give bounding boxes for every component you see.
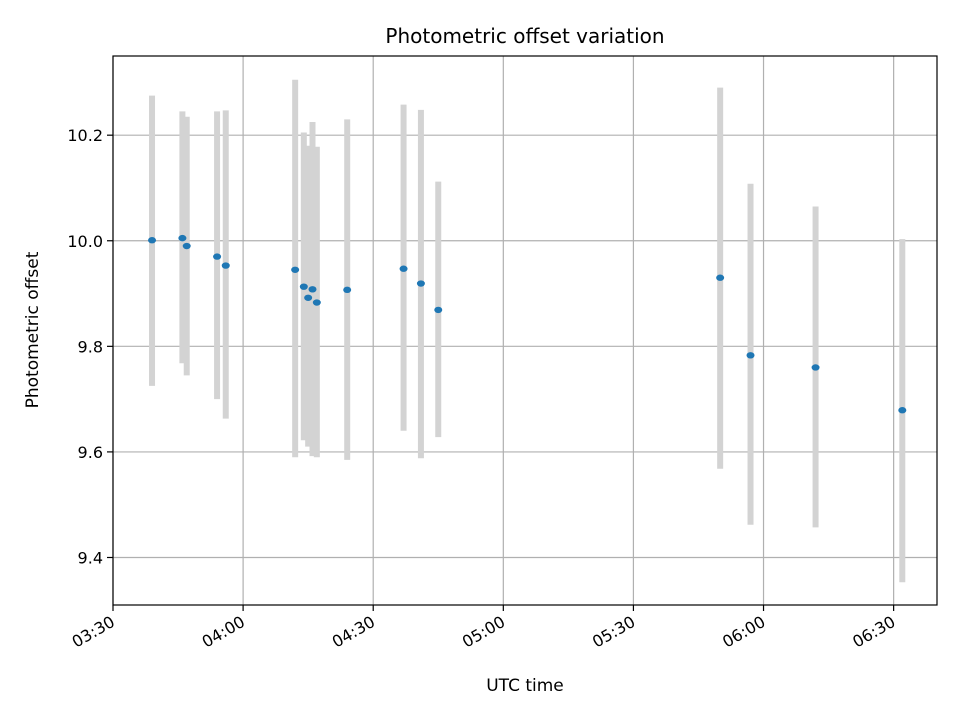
data-point bbox=[213, 253, 222, 260]
data-point bbox=[312, 299, 321, 306]
data-point bbox=[434, 306, 443, 314]
data-point bbox=[148, 237, 157, 244]
grid bbox=[112, 56, 937, 605]
data-point bbox=[416, 280, 425, 287]
data-points bbox=[148, 234, 907, 414]
y-tick-label: 10.0 bbox=[67, 232, 103, 251]
x-axis-label: UTC time bbox=[486, 676, 564, 696]
y-tick-label: 10.2 bbox=[67, 126, 103, 145]
y-axis-label: Photometric offset bbox=[23, 251, 43, 408]
data-point bbox=[308, 286, 317, 293]
chart-title: Photometric offset variation bbox=[385, 24, 664, 48]
data-point bbox=[304, 294, 313, 301]
data-point bbox=[291, 266, 300, 273]
y-tick-label: 9.4 bbox=[78, 548, 103, 567]
data-point bbox=[178, 234, 187, 242]
data-point bbox=[343, 286, 352, 294]
data-point bbox=[399, 265, 408, 272]
data-point bbox=[299, 283, 308, 290]
y-tick-label: 9.6 bbox=[78, 443, 103, 462]
plot-frame bbox=[112, 55, 938, 606]
y-axis-ticks: 9.4 9.6 9.8 10.0 10.2 bbox=[67, 126, 113, 567]
data-point bbox=[898, 407, 907, 414]
y-tick-label: 9.8 bbox=[78, 337, 103, 356]
data-point bbox=[221, 262, 230, 269]
data-point bbox=[811, 364, 820, 371]
data-point bbox=[746, 352, 755, 359]
data-point bbox=[182, 242, 191, 250]
data-point bbox=[716, 274, 725, 281]
